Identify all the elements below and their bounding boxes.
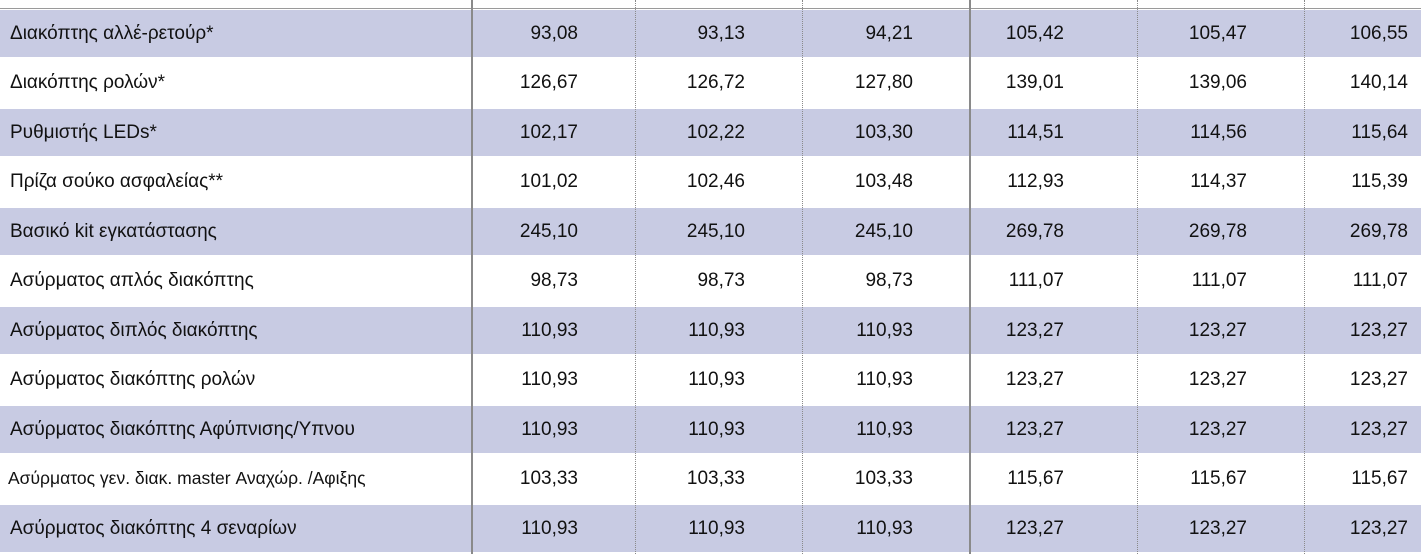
price-cell: 115,67 xyxy=(1007,468,1064,490)
price-cell: 114,56 xyxy=(1190,121,1247,143)
price-cell: 126,67 xyxy=(519,72,578,94)
price-cell: 103,30 xyxy=(854,121,913,143)
price-cell: 123,27 xyxy=(1005,517,1064,539)
row-label: Ρυθμιστής LEDs* xyxy=(10,121,157,143)
price-cell: 98,73 xyxy=(530,270,578,292)
price-cell: 110,93 xyxy=(856,319,913,341)
price-cell: 110,93 xyxy=(521,517,578,539)
price-cell: 103,33 xyxy=(686,468,745,490)
column-divider xyxy=(802,0,803,554)
price-cell: 103,33 xyxy=(854,468,913,490)
row-label: Ασύρματος διακόπτης 4 σεναρίων xyxy=(10,517,297,539)
price-cell: 98,73 xyxy=(865,270,913,292)
row-label: Διακόπτης αλλέ-ρετούρ* xyxy=(10,23,214,44)
table-row: Ασύρματος διακόπτης 4 σεναρίων 110,93 110,… xyxy=(0,504,1421,552)
price-cell: 102,46 xyxy=(686,171,745,193)
table-row: Ασύρματος διακόπτης Αφύπνισης/Υπνου 110,9… xyxy=(0,405,1421,453)
top-rule xyxy=(0,8,1421,9)
price-cell: 269,78 xyxy=(1349,220,1408,242)
price-cell: 123,27 xyxy=(1005,319,1064,341)
column-divider xyxy=(1304,0,1305,554)
price-cell: 110,93 xyxy=(856,369,913,391)
price-cell: 123,27 xyxy=(1188,418,1247,440)
table-row: Ασύρματος απλός διακόπτης 98,73 98,73 98,73… xyxy=(0,257,1421,304)
price-cell: 245,10 xyxy=(519,220,578,242)
table-row: Βασικό kit εγκατάστασης 245,10 245,10 245,1… xyxy=(0,207,1421,256)
price-cell: 111,07 xyxy=(1008,270,1064,292)
price-cell: 123,27 xyxy=(1005,369,1064,391)
price-cell: 105,42 xyxy=(1005,23,1064,44)
price-cell: 139,01 xyxy=(1005,72,1064,94)
price-cell: 269,78 xyxy=(1188,220,1247,242)
price-cell: 123,27 xyxy=(1349,418,1408,440)
price-cell: 110,93 xyxy=(688,517,745,539)
price-cell: 114,51 xyxy=(1007,121,1064,143)
price-cell: 101,02 xyxy=(519,171,578,193)
price-cell: 123,27 xyxy=(1005,418,1064,440)
price-cell: 93,13 xyxy=(697,23,745,44)
price-cell: 115,67 xyxy=(1190,468,1247,490)
row-label: Ασύρματος διακόπτης ρολών xyxy=(10,369,256,391)
table-row: Ασύρματος διπλός διακόπτης 110,93 110,93 11… xyxy=(0,306,1421,355)
table-row: Ασύρματος γεν. διακ. master Αναχώρ. /Αφι… xyxy=(0,455,1421,502)
price-cell: 123,27 xyxy=(1349,517,1408,539)
price-cell: 102,17 xyxy=(519,121,578,143)
price-cell: 103,48 xyxy=(854,171,913,193)
price-cell: 123,27 xyxy=(1188,369,1247,391)
column-divider xyxy=(969,0,971,554)
row-label: Ασύρματος διπλός διακόπτης xyxy=(10,319,258,341)
price-cell: 103,33 xyxy=(519,468,578,490)
price-cell: 123,27 xyxy=(1349,319,1408,341)
table-row: Πρίζα σούκο ασφαλείας** 101,02 102,46 103,4… xyxy=(0,158,1421,205)
price-cell: 139,06 xyxy=(1188,72,1247,94)
price-cell: 115,67 xyxy=(1351,468,1408,490)
price-cell: 115,39 xyxy=(1351,171,1408,193)
table-row: Ρυθμιστής LEDs* 102,17 102,22 103,30 114,51 1… xyxy=(0,108,1421,157)
price-cell: 110,93 xyxy=(521,319,578,341)
price-cell: 110,93 xyxy=(521,418,578,440)
row-label: Ασύρματος διακόπτης Αφύπνισης/Υπνου xyxy=(10,418,355,440)
price-cell: 106,55 xyxy=(1349,23,1408,44)
column-divider xyxy=(1137,0,1138,554)
price-cell: 123,27 xyxy=(1188,319,1247,341)
price-cell: 110,93 xyxy=(856,418,913,440)
price-cell: 111,07 xyxy=(1352,270,1408,292)
price-cell: 123,27 xyxy=(1188,517,1247,539)
price-cell: 111,07 xyxy=(1191,270,1247,292)
price-cell: 110,93 xyxy=(856,517,913,539)
price-cell: 94,21 xyxy=(865,23,913,44)
price-cell: 110,93 xyxy=(688,319,745,341)
price-cell: 245,10 xyxy=(854,220,913,242)
column-divider xyxy=(635,0,636,554)
row-label: Ασύρματος γεν. διακ. master Αναχώρ. /Αφι… xyxy=(8,468,366,489)
price-cell: 126,72 xyxy=(686,72,745,94)
price-cell: 127,80 xyxy=(854,72,913,94)
price-cell: 269,78 xyxy=(1005,220,1064,242)
price-cell: 110,93 xyxy=(521,369,578,391)
price-cell: 123,27 xyxy=(1349,369,1408,391)
price-cell: 105,47 xyxy=(1188,23,1247,44)
row-label: Ασύρματος απλός διακόπτης xyxy=(10,270,254,292)
price-cell: 112,93 xyxy=(1007,171,1064,193)
price-cell: 110,93 xyxy=(688,418,745,440)
column-divider xyxy=(471,0,473,554)
table-row: Διακόπτης αλλέ-ρετούρ* 93,08 93,13 94,21 105… xyxy=(0,10,1421,58)
price-cell: 102,22 xyxy=(686,121,745,143)
row-label: Πρίζα σούκο ασφαλείας** xyxy=(10,171,224,193)
price-cell: 115,64 xyxy=(1351,121,1408,143)
price-cell: 93,08 xyxy=(530,23,578,44)
price-cell: 140,14 xyxy=(1349,72,1408,94)
table-row: Ασύρματος διακόπτης ρολών 110,93 110,93 110… xyxy=(0,356,1421,403)
price-cell: 245,10 xyxy=(686,220,745,242)
price-cell: 110,93 xyxy=(688,369,745,391)
row-label: Βασικό kit εγκατάστασης xyxy=(10,220,217,242)
price-cell: 114,37 xyxy=(1190,171,1247,193)
price-cell: 98,73 xyxy=(697,270,745,292)
table-row: Διακόπτης ρολών* 126,67 126,72 127,80 139,01… xyxy=(0,59,1421,106)
row-label: Διακόπτης ρολών* xyxy=(10,72,166,94)
